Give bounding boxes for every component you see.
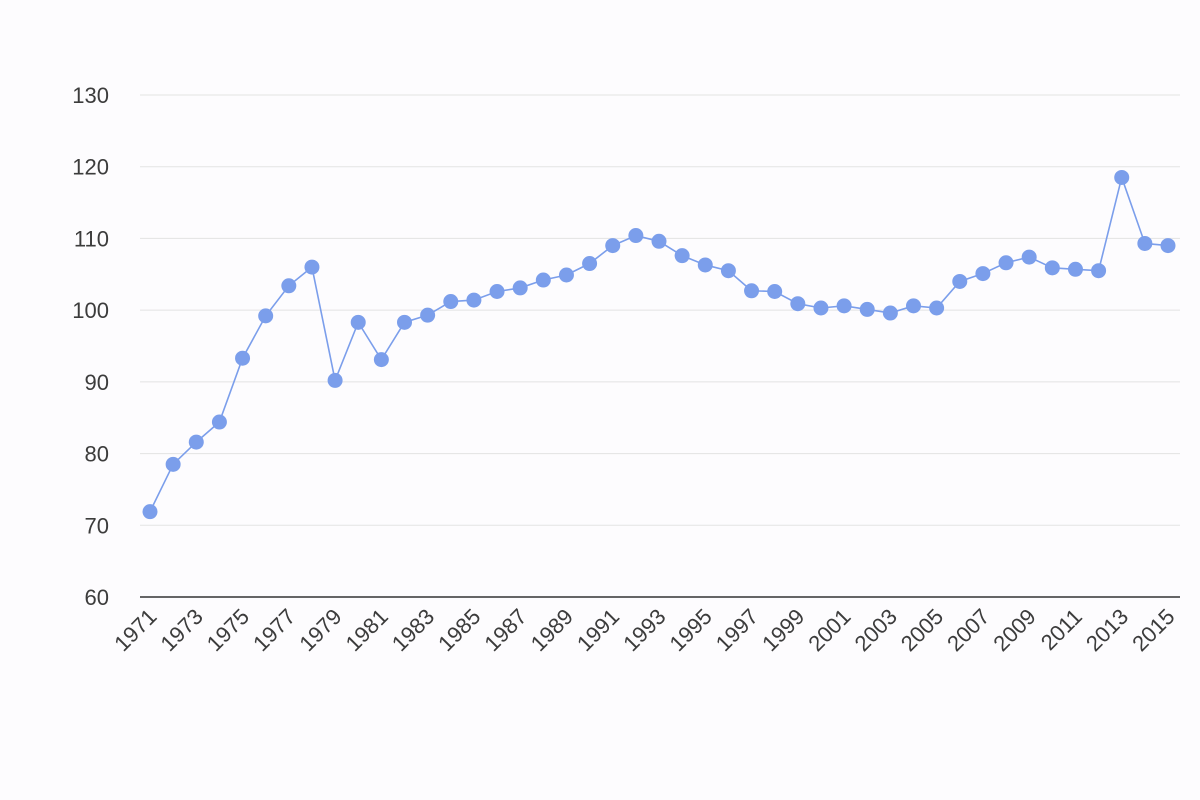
- data-point[interactable]: [790, 296, 806, 312]
- data-point[interactable]: [558, 267, 574, 283]
- x-tick-label: 1973: [156, 604, 208, 656]
- x-tick-label: 2005: [896, 604, 948, 656]
- data-point[interactable]: [836, 298, 852, 314]
- data-point[interactable]: [582, 256, 598, 272]
- y-tick-label: 90: [85, 370, 109, 395]
- x-tick-label: 2013: [1081, 604, 1133, 656]
- data-point[interactable]: [420, 307, 436, 323]
- x-tick-label: 2007: [942, 604, 994, 656]
- x-tick-label: 1991: [572, 604, 624, 656]
- y-tick-label: 100: [72, 298, 109, 323]
- data-point[interactable]: [1091, 263, 1107, 279]
- x-tick-label: 1987: [479, 604, 531, 656]
- data-point[interactable]: [605, 238, 621, 254]
- x-tick-label: 1999: [757, 604, 809, 656]
- data-point[interactable]: [142, 504, 158, 520]
- data-point[interactable]: [1137, 235, 1153, 251]
- data-point[interactable]: [767, 283, 783, 299]
- y-axis-tick-labels: 60 70 80 90 100 110 120 130: [72, 83, 109, 610]
- data-point[interactable]: [744, 283, 760, 299]
- data-point[interactable]: [373, 352, 389, 368]
- x-tick-label: 2001: [803, 604, 855, 656]
- y-tick-label: 110: [74, 226, 109, 251]
- data-point[interactable]: [651, 233, 667, 249]
- x-tick-label: 1977: [248, 604, 300, 656]
- data-point[interactable]: [466, 292, 482, 308]
- x-tick-label: 1995: [665, 604, 717, 656]
- data-point[interactable]: [512, 280, 528, 296]
- data-point[interactable]: [1160, 238, 1176, 254]
- data-point[interactable]: [281, 278, 297, 294]
- data-point[interactable]: [235, 350, 251, 366]
- data-point[interactable]: [952, 273, 968, 289]
- x-tick-label: 2011: [1036, 604, 1087, 655]
- data-point[interactable]: [998, 255, 1014, 271]
- x-tick-label: 1981: [341, 604, 393, 656]
- data-point[interactable]: [211, 414, 227, 430]
- data-point[interactable]: [929, 300, 945, 316]
- x-tick-label: 2009: [988, 604, 1040, 656]
- data-point[interactable]: [443, 294, 459, 310]
- x-tick-label: 1975: [202, 604, 254, 656]
- data-point[interactable]: [1114, 169, 1130, 185]
- x-tick-label: 1971: [109, 604, 161, 656]
- data-point[interactable]: [906, 298, 921, 314]
- x-tick-label: 2003: [850, 604, 902, 656]
- data-point[interactable]: [165, 456, 181, 472]
- series-layer: [142, 169, 1176, 520]
- x-axis-tick-labels: 1971197319751977197919811983198519871989…: [109, 604, 1179, 656]
- data-point[interactable]: [350, 314, 366, 330]
- y-tick-label: 120: [72, 155, 109, 180]
- x-tick-label: 2015: [1127, 604, 1179, 656]
- data-point[interactable]: [975, 266, 991, 282]
- data-point[interactable]: [188, 434, 204, 450]
- data-point[interactable]: [397, 314, 412, 330]
- data-point[interactable]: [304, 259, 320, 275]
- data-point[interactable]: [859, 301, 875, 317]
- x-tick-label: 1993: [618, 604, 670, 656]
- data-point[interactable]: [882, 305, 898, 321]
- data-point[interactable]: [813, 300, 829, 316]
- x-tick-label: 1997: [711, 604, 763, 656]
- y-tick-label: 130: [72, 83, 109, 108]
- gridlines: [140, 94, 1180, 526]
- data-point[interactable]: [628, 228, 644, 244]
- y-tick-label: 80: [85, 442, 109, 467]
- data-point[interactable]: [674, 248, 690, 264]
- x-tick-label: 1989: [526, 604, 578, 656]
- x-tick-label: 1979: [294, 604, 346, 656]
- data-point[interactable]: [1044, 260, 1060, 276]
- data-point[interactable]: [720, 263, 736, 279]
- x-tick-label: 1985: [433, 604, 485, 656]
- data-point[interactable]: [697, 257, 713, 273]
- data-point[interactable]: [489, 283, 505, 299]
- series-line: [149, 174, 1169, 513]
- y-tick-label: 60: [85, 585, 109, 610]
- y-tick-label: 70: [85, 513, 109, 538]
- data-point[interactable]: [327, 372, 343, 388]
- data-point[interactable]: [1067, 261, 1083, 277]
- x-tick-label: 1983: [387, 604, 439, 656]
- data-point[interactable]: [535, 272, 551, 288]
- data-point[interactable]: [1021, 249, 1037, 265]
- data-point[interactable]: [258, 308, 274, 324]
